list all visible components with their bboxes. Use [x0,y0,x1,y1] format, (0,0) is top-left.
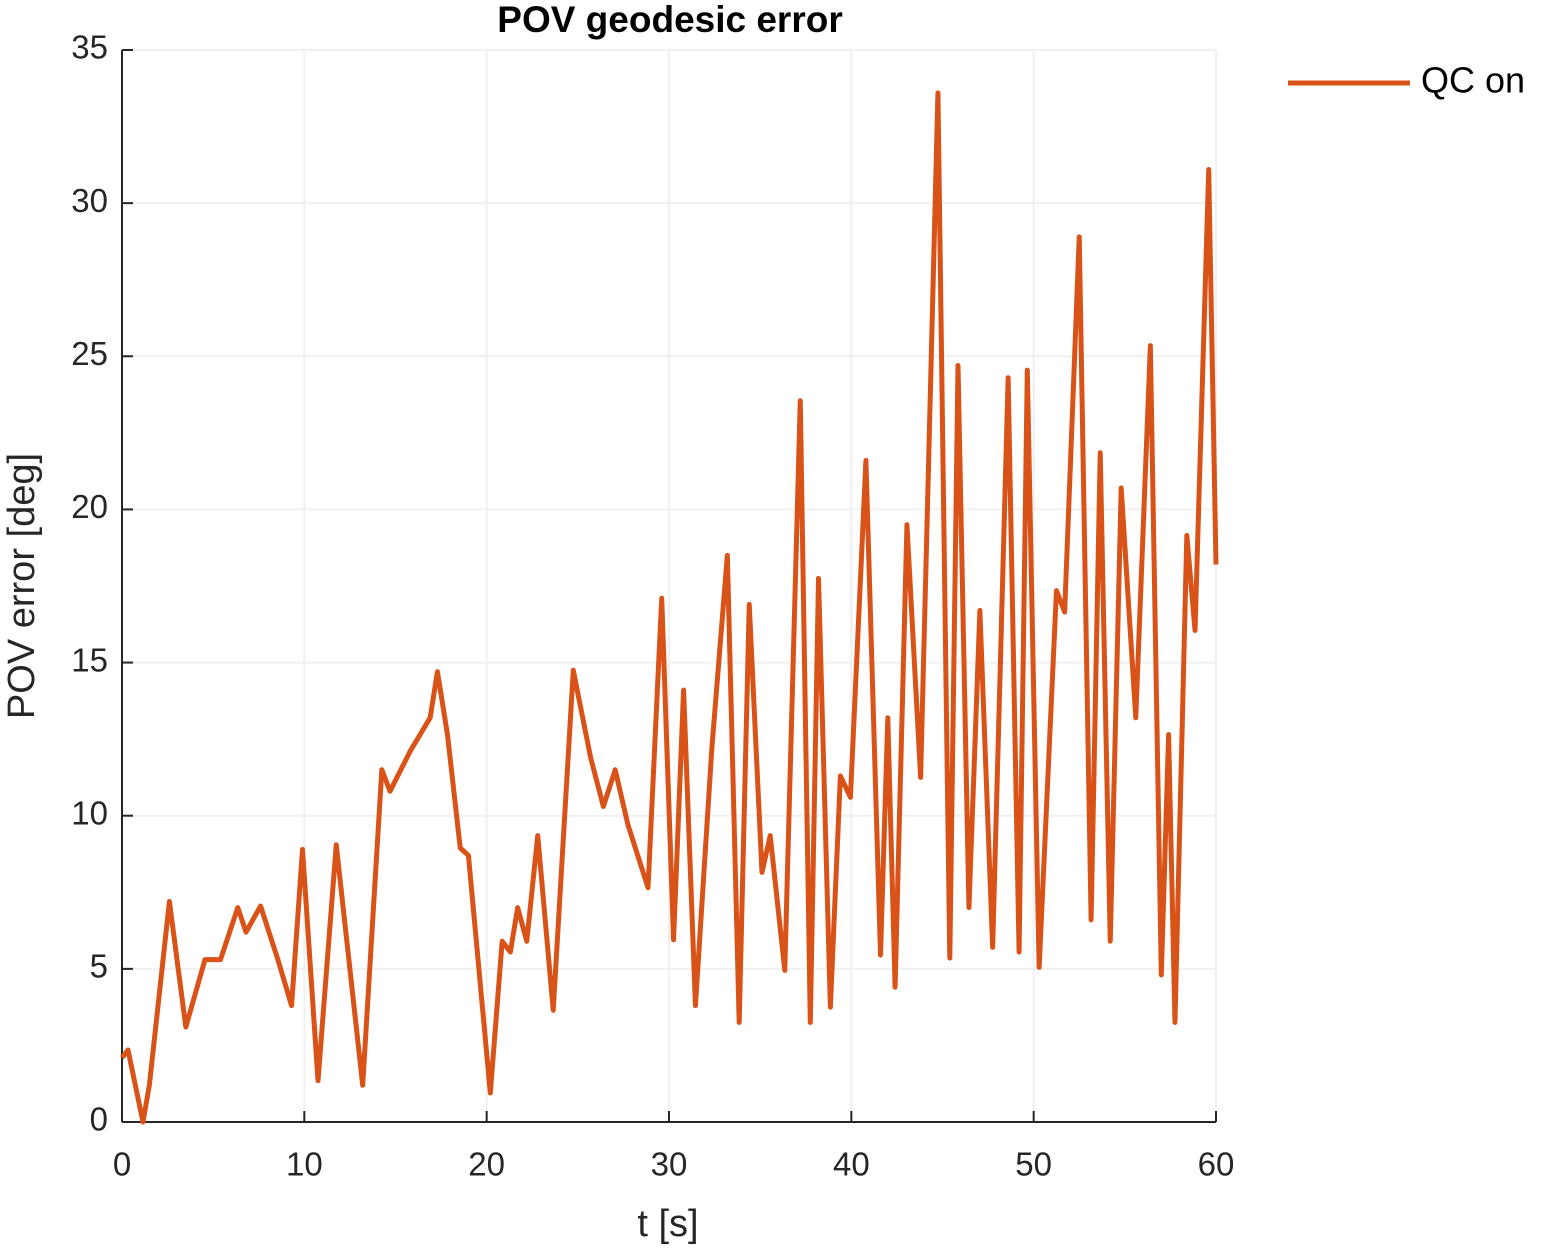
x-tick-label: 20 [468,1146,505,1183]
x-tick-label: 50 [1015,1146,1052,1183]
y-tick-label: 5 [90,948,108,985]
y-tick-label: 15 [71,641,108,678]
x-axis-label: t [s] [637,1203,698,1245]
y-tick-label: 0 [90,1101,108,1138]
x-tick-label: 60 [1198,1146,1235,1183]
chart-title: POV geodesic error [497,0,842,40]
y-tick-label: 10 [71,794,108,831]
legend-label: QC on [1421,60,1525,101]
x-tick-label: 30 [651,1146,688,1183]
data-line [120,90,1219,1125]
y-tick-label: 25 [71,335,108,372]
y-tick-label: 20 [71,488,108,525]
x-tick-label: 40 [833,1146,870,1183]
x-tick-label: 10 [286,1146,323,1183]
y-axis-label: POV error [deg] [1,453,43,719]
y-tick-label: 30 [71,182,108,219]
x-tick-label: 0 [113,1146,131,1183]
y-tick-label: 35 [71,29,108,66]
